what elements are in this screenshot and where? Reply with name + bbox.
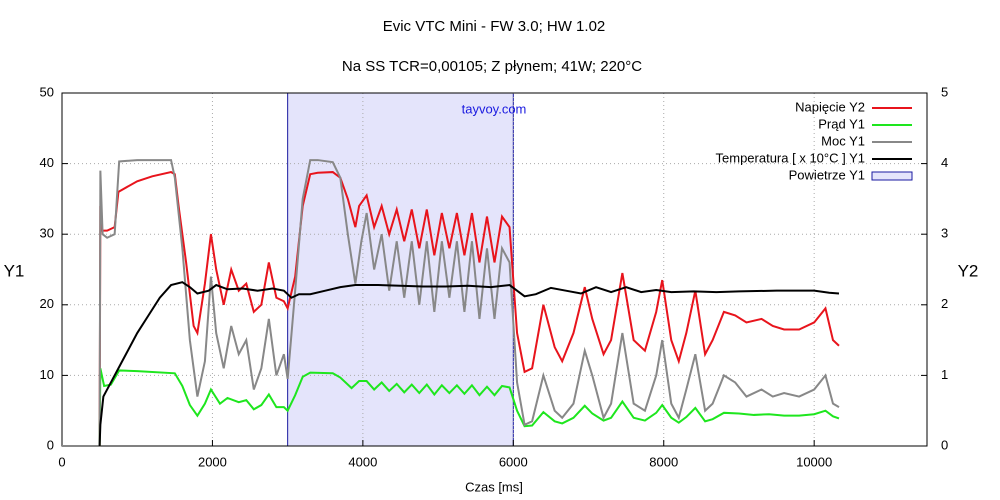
legend-label: Powietrze Y1 xyxy=(789,167,865,182)
y-tick-label: 10 xyxy=(40,367,54,382)
x-tick-label: 2000 xyxy=(198,454,227,469)
plot-frame xyxy=(61,92,928,447)
legend-swatch xyxy=(871,171,913,181)
y2-axis-label: Y2 xyxy=(958,261,979,280)
line-series xyxy=(98,281,840,447)
y2-tick-label: 0 xyxy=(941,437,948,452)
line-series xyxy=(62,159,840,447)
legend-label: Napięcie Y2 xyxy=(795,99,865,114)
y2-tick-label: 1 xyxy=(941,367,948,382)
y-tick-label: 40 xyxy=(40,155,54,170)
y-tick-label: 0 xyxy=(47,437,54,452)
y-tick-label: 30 xyxy=(40,226,54,241)
y-tick-label: 20 xyxy=(40,296,54,311)
y-tick-label: 50 xyxy=(40,84,54,99)
line-series xyxy=(98,171,840,447)
legend-label: Prąd Y1 xyxy=(818,116,865,131)
x-tick-label: 0 xyxy=(58,454,65,469)
legend-label: Temperatura [ x 10°C ] Y1 xyxy=(716,150,865,165)
x-tick-label: 6000 xyxy=(499,454,528,469)
annotation: tayvoy.com xyxy=(462,101,527,116)
y2-tick-label: 3 xyxy=(941,226,948,241)
chart-subtitle: Na SS TCR=0,00105; Z płynem; 41W; 220°C xyxy=(342,58,642,75)
y2-tick-label: 4 xyxy=(941,155,948,170)
y2-tick-label: 5 xyxy=(941,84,948,99)
x-tick-label: 10000 xyxy=(796,454,832,469)
x-tick-label: 4000 xyxy=(348,454,377,469)
chart-title: Evic VTC Mini - FW 3.0; HW 1.02 xyxy=(383,18,606,35)
y2-tick-label: 2 xyxy=(941,296,948,311)
legend-label: Moc Y1 xyxy=(821,133,865,148)
x-tick-label: 8000 xyxy=(649,454,678,469)
x-axis-label: Czas [ms] xyxy=(465,479,523,494)
y-axis-label: Y1 xyxy=(4,261,25,280)
line-series xyxy=(98,368,840,447)
